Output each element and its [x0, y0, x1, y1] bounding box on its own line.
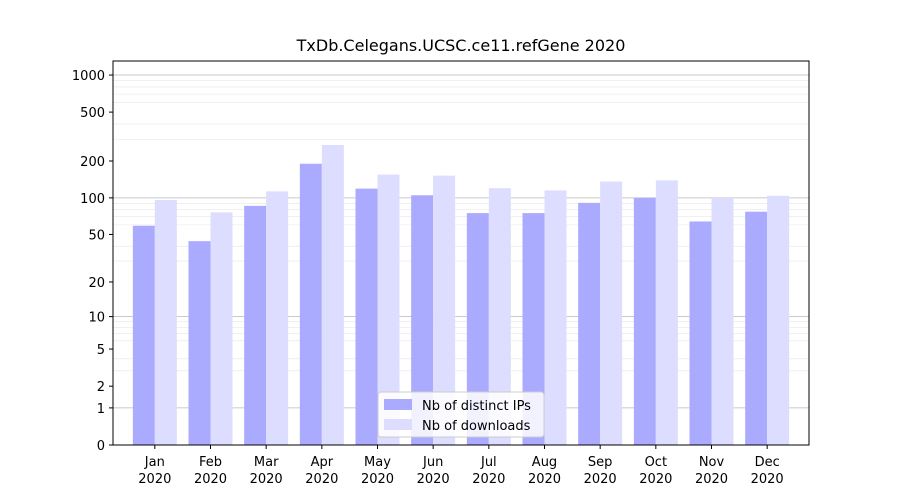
x-tick-label-month: Jun [422, 455, 443, 470]
x-tick-label-year: 2020 [138, 472, 171, 487]
y-tick-label: 1 [97, 402, 105, 417]
legend-label: Nb of downloads [422, 419, 531, 434]
bars [132, 145, 790, 446]
x-tick-label-month: Jan [144, 455, 165, 470]
y-tick-label: 50 [88, 228, 105, 243]
y-tick-label: 200 [80, 155, 105, 170]
bar-distinct-ips-may [355, 188, 378, 445]
x-tick-label-year: 2020 [194, 472, 227, 487]
x-axis: Jan 2020 Feb 2020 Mar 2020 Apr 2020 May 2020 Jun 20… [138, 445, 784, 487]
y-tick-label: 500 [80, 106, 105, 121]
x-tick-label-month: Jul [480, 455, 497, 470]
legend-swatch [384, 399, 412, 410]
x-tick-label-month: Apr [311, 455, 334, 470]
bar-distinct-ips-jan [132, 225, 155, 445]
bar-distinct-ips-oct [633, 197, 656, 445]
x-tick-label-month: Oct [645, 455, 667, 470]
bar-downloads-apr [321, 145, 344, 445]
x-tick-label-year: 2020 [305, 472, 338, 487]
x-tick-label-year: 2020 [584, 472, 617, 487]
x-tick-label-month: May [364, 455, 391, 470]
legend: Nb of distinct IPs Nb of downloads [377, 391, 545, 438]
x-tick-label-year: 2020 [695, 472, 728, 487]
bar-downloads-aug [544, 190, 567, 445]
bar-distinct-ips-aug [522, 213, 545, 445]
bar-distinct-ips-nov [689, 221, 712, 445]
x-tick-label-year: 2020 [751, 472, 784, 487]
bar-downloads-mar [266, 191, 289, 445]
y-tick-label: 20 [88, 276, 105, 291]
x-tick-label-month: Sep [588, 455, 613, 470]
x-tick-label-year: 2020 [472, 472, 505, 487]
plot-frame [112, 60, 810, 446]
bar-downloads-oct [655, 180, 678, 445]
bar-downloads-sep [600, 181, 623, 445]
x-tick-label-month: Dec [755, 455, 780, 470]
bar-downloads-jul [488, 188, 511, 445]
y-tick-label: 100 [80, 192, 105, 207]
bar-downloads-may [377, 174, 400, 445]
x-tick-label-month: Aug [532, 455, 557, 470]
y-tick-label: 5 [97, 343, 105, 358]
y-tick-label: 1000 [72, 69, 105, 84]
chart-title: TxDb.Celegans.UCSC.ce11.refGene 2020 [296, 36, 626, 55]
legend-swatch [384, 419, 412, 430]
bar-downloads-dec [767, 195, 790, 445]
x-tick-label-month: Feb [199, 455, 222, 470]
x-tick-label-year: 2020 [417, 472, 450, 487]
x-tick-label-year: 2020 [361, 472, 394, 487]
x-tick-label-month: Mar [254, 455, 279, 470]
y-axis: 0 1 2 5 10 20 50 100 200 500 1000 [72, 69, 113, 454]
bar-distinct-ips-jul [466, 213, 489, 445]
y-tick-label: 0 [97, 439, 105, 454]
x-tick-label-year: 2020 [639, 472, 672, 487]
bar-distinct-ips-sep [578, 202, 601, 445]
bar-distinct-ips-feb [188, 241, 211, 445]
bar-distinct-ips-jun [411, 195, 434, 445]
bar-downloads-jan [154, 200, 177, 445]
bar-distinct-ips-apr [299, 163, 322, 445]
legend-label: Nb of distinct IPs [422, 399, 531, 414]
y-tick-label: 2 [97, 380, 105, 395]
bar-distinct-ips-mar [244, 205, 267, 445]
bar-downloads-nov [711, 197, 734, 445]
x-tick-label-year: 2020 [528, 472, 561, 487]
bar-distinct-ips-dec [745, 211, 768, 445]
legend-box [377, 391, 545, 438]
bar-downloads-feb [210, 212, 233, 445]
x-tick-label-year: 2020 [250, 472, 283, 487]
bar-downloads-jun [433, 175, 456, 446]
y-tick-label: 10 [88, 311, 105, 326]
x-tick-label-month: Nov [699, 455, 725, 470]
